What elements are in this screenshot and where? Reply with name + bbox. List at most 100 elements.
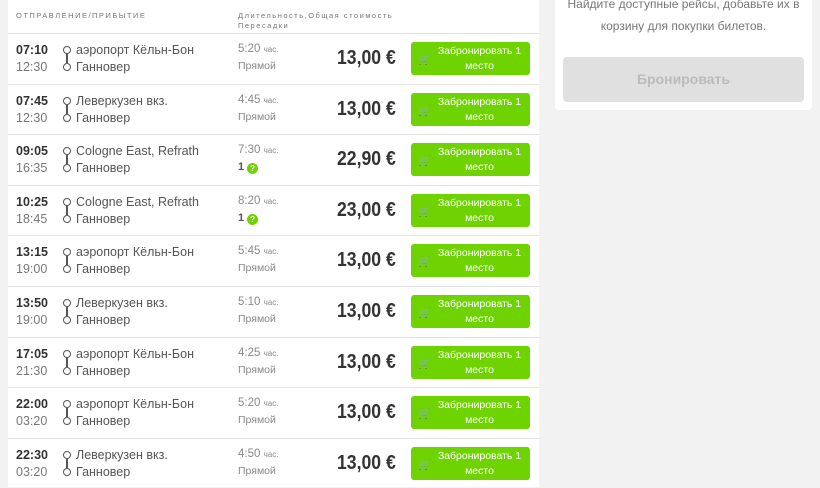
route: аэропорт Кёльн-Бон Ганновер <box>63 43 194 77</box>
help-icon[interactable]: ? <box>247 213 259 225</box>
book-seat-button[interactable]: 🛒 Забронировать 1 место <box>411 244 530 278</box>
destination-stop: Ганновер <box>76 110 131 125</box>
stop-icon <box>63 315 71 324</box>
destination-stop: Ганновер <box>76 464 131 479</box>
transfers: Прямой <box>238 414 276 426</box>
book-seat-label: Забронировать 1 место <box>437 95 522 123</box>
book-seat-button[interactable]: 🛒 Забронировать 1 место <box>411 446 530 480</box>
duration: 5:20 час. <box>238 43 278 55</box>
stop-icon <box>63 113 71 122</box>
origin-stop: Леверкузен вкз. <box>76 447 168 462</box>
arrival-time: 21:30 <box>16 363 48 378</box>
stop-icon <box>63 417 71 426</box>
duration-value: 8:20 <box>238 194 261 207</box>
cart-icon: 🛒 <box>418 307 431 319</box>
stop-icon <box>63 46 71 54</box>
duration-header: Длительность, <box>238 11 309 20</box>
transfers: Прямой <box>238 364 276 376</box>
destination-stop: Ганновер <box>76 312 131 327</box>
price: 13,00 € <box>337 401 396 424</box>
book-seat-button[interactable]: 🛒 Забронировать 1 место <box>411 193 530 227</box>
duration-unit: час. <box>263 247 279 257</box>
stop-icon <box>63 265 71 274</box>
route: Cologne East, Refrath Ганновер <box>63 144 199 178</box>
book-seat-button[interactable]: 🛒 Забронировать 1 место <box>411 345 530 379</box>
trip-row: 07:10 12:30 аэропорт Кёльн-Бон Ганновер … <box>8 33 539 84</box>
duration-unit: час. <box>263 45 279 54</box>
stop-icon <box>63 164 71 173</box>
duration: 5:20 час. <box>238 397 278 409</box>
trip-row: 22:00 03:20 аэропорт Кёльн-Бон Ганновер … <box>8 387 539 438</box>
book-seat-label: Забронировать 1 место <box>437 196 522 224</box>
route: Леверкузен вкз. Ганновер <box>63 296 168 330</box>
cart-icon: 🛒 <box>418 257 431 269</box>
transfers-header: Пересадки <box>238 21 290 30</box>
route-line <box>66 205 68 215</box>
cart-icon: 🛒 <box>418 206 431 218</box>
price: 13,00 € <box>337 350 396 373</box>
duration-value: 4:25 <box>238 346 261 359</box>
arrival-time: 18:45 <box>16 211 48 226</box>
trip-row: 22:30 03:20 Леверкузен вкз. Ганновер 4:5… <box>8 437 539 488</box>
destination-stop: Ганновер <box>76 60 131 74</box>
trip-list: 07:10 12:30 аэропорт Кёльн-Бон Ганновер … <box>8 33 539 488</box>
price: 13,00 € <box>337 299 396 322</box>
route-line <box>66 256 68 266</box>
book-seat-label: Забронировать 1 место <box>437 449 522 477</box>
trip-row: 17:05 21:30 аэропорт Кёльн-Бон Ганновер … <box>8 336 539 388</box>
book-seat-button[interactable]: 🛒 Забронировать 1 место <box>411 143 530 177</box>
transfers: 1? <box>238 212 259 225</box>
transfer-type: Прямой <box>238 464 276 477</box>
transfers: Прямой <box>238 111 276 123</box>
origin-stop: аэропорт Кёльн-Бон <box>76 43 194 57</box>
duration: 7:30 час. <box>238 144 278 156</box>
price: 13,00 € <box>337 451 396 474</box>
help-icon[interactable]: ? <box>247 163 259 175</box>
book-seat-button[interactable]: 🛒 Забронировать 1 место <box>411 92 530 126</box>
book-button[interactable]: Бронировать <box>563 57 804 102</box>
route: Леверкузен вкз. Ганновер <box>63 94 168 128</box>
route: Леверкузен вкз. Ганновер <box>63 448 168 482</box>
route-line <box>66 458 68 468</box>
price: 13,00 € <box>337 97 396 120</box>
stop-icon <box>63 467 71 476</box>
book-seat-button[interactable]: 🛒 Забронировать 1 место <box>411 396 530 430</box>
origin-stop: Леверкузен вкз. <box>76 93 168 108</box>
duration-unit: час. <box>263 399 279 409</box>
cart-empty-message: Найдите доступные рейсы, добавьте их в к… <box>567 0 800 33</box>
book-seat-label: Забронировать 1 место <box>437 247 522 275</box>
origin-stop: аэропорт Кёльн-Бон <box>76 397 194 412</box>
duration: 5:10 час. <box>238 296 278 308</box>
cart-icon: 🛒 <box>418 358 431 370</box>
stop-icon <box>63 214 71 223</box>
destination-stop: Ганновер <box>76 414 131 429</box>
route: Cologne East, Refrath Ганновер <box>63 195 199 229</box>
duration-value: 5:20 <box>238 43 261 55</box>
cart-icon: 🛒 <box>418 55 431 66</box>
transfers: Прямой <box>238 313 276 325</box>
departure-time: 17:05 <box>16 346 48 361</box>
transfers: 1? <box>238 161 259 175</box>
route-line <box>66 306 68 316</box>
stop-icon <box>63 147 71 156</box>
trip-row: 13:50 19:00 Леверкузен вкз. Ганновер 5:1… <box>8 285 539 337</box>
departure-time: 22:30 <box>16 447 48 462</box>
trip-row: 07:45 12:30 Леверкузен вкз. Ганновер 4:4… <box>8 83 539 135</box>
route-line <box>66 54 68 63</box>
departure-time: 07:10 <box>16 43 48 57</box>
book-seat-button[interactable]: 🛒 Забронировать 1 место <box>411 42 530 75</box>
duration: 8:20 час. <box>238 195 278 207</box>
duration-unit: час. <box>263 196 279 206</box>
book-seat-label: Забронировать 1 место <box>437 348 522 376</box>
price: 13,00 € <box>337 249 396 272</box>
duration-unit: час. <box>263 297 279 307</box>
duration: 5:45 час. <box>238 245 278 257</box>
book-seat-label: Забронировать 1 место <box>437 297 522 325</box>
duration-unit: час. <box>263 348 279 358</box>
results-panel: Отправление/прибытие Длительность,Общая … <box>8 0 539 487</box>
arrival-time: 19:00 <box>16 312 48 327</box>
origin-stop: Леверкузен вкз. <box>76 295 168 310</box>
book-seat-button[interactable]: 🛒 Забронировать 1 место <box>411 294 530 328</box>
destination-stop: Ганновер <box>76 363 131 378</box>
departure-time: 22:00 <box>16 397 48 412</box>
